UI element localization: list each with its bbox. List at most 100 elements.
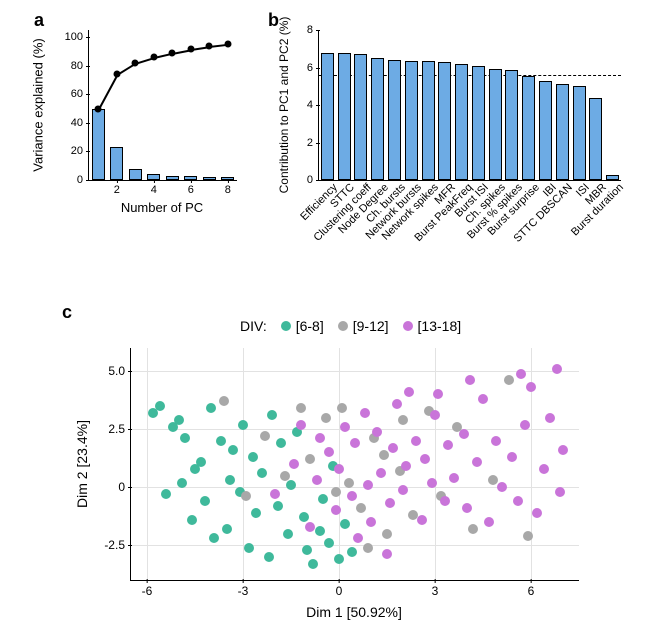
panel-c-xtick: 0 bbox=[336, 580, 343, 598]
panel-a-cumpoint bbox=[132, 59, 139, 66]
panel-c-point bbox=[398, 485, 408, 495]
panel-c-xtick: 6 bbox=[528, 580, 535, 598]
panel-c-point bbox=[270, 489, 280, 499]
panel-c-point bbox=[376, 468, 386, 478]
panel-c-point bbox=[430, 410, 440, 420]
panel-c-point bbox=[219, 396, 229, 406]
panel-c-point bbox=[206, 403, 216, 413]
panel-a-bar bbox=[147, 174, 160, 180]
panel-c-point bbox=[286, 480, 296, 490]
legend-label: [9-12] bbox=[353, 318, 389, 334]
panel-c-point bbox=[491, 436, 501, 446]
panel-c-point bbox=[174, 415, 184, 425]
panel-b-ytick: 2 bbox=[307, 137, 319, 149]
panel-b-bar bbox=[438, 62, 451, 180]
panel-c-point bbox=[331, 487, 341, 497]
panel-b-plot: 02468EfficiencySTTCClustering coeffNode … bbox=[318, 30, 621, 181]
panel-c-point bbox=[468, 524, 478, 534]
panel-a-cumpoint bbox=[224, 41, 231, 48]
panel-c-point bbox=[331, 505, 341, 515]
panel-a-cumpoint bbox=[95, 105, 102, 112]
panel-c-point bbox=[545, 413, 555, 423]
panel-c-ygrid bbox=[131, 429, 579, 430]
panel-c-point bbox=[187, 515, 197, 525]
panel-c-point bbox=[324, 447, 334, 457]
panel-c-xtick: -3 bbox=[238, 580, 249, 598]
panel-c-point bbox=[305, 522, 315, 532]
panel-c-point bbox=[344, 478, 354, 488]
panel-c-point bbox=[312, 475, 322, 485]
panel-c-point bbox=[516, 369, 526, 379]
panel-b-bar bbox=[589, 98, 602, 181]
panel-c-ygrid bbox=[131, 371, 579, 372]
panel-c-point bbox=[382, 529, 392, 539]
panel-b-bar bbox=[388, 60, 401, 180]
panel-c-point bbox=[411, 436, 421, 446]
panel-a-bar bbox=[110, 147, 123, 180]
panel-c-point bbox=[260, 431, 270, 441]
panel-c-point bbox=[382, 549, 392, 559]
panel-c-point bbox=[280, 471, 290, 481]
panel-c-point bbox=[523, 531, 533, 541]
panel-c-point bbox=[296, 420, 306, 430]
panel-c-legend-title: DIV: bbox=[240, 318, 267, 334]
legend-swatch-icon bbox=[281, 321, 291, 331]
panel-a-xtick: 8 bbox=[225, 180, 231, 196]
panel-c-point bbox=[360, 408, 370, 418]
panel-a-ytick: 0 bbox=[77, 174, 89, 186]
panel-b-bar bbox=[539, 81, 552, 180]
panel-b-bar bbox=[338, 53, 351, 181]
panel-c-ygrid bbox=[131, 545, 579, 546]
panel-b-bar bbox=[606, 175, 619, 180]
panel-a-bar bbox=[166, 176, 179, 180]
panel-a-label: a bbox=[34, 10, 44, 31]
panel-c-point bbox=[276, 438, 286, 448]
panel-c-point bbox=[337, 403, 347, 413]
panel-c-point bbox=[216, 436, 226, 446]
panel-c-point bbox=[308, 559, 318, 569]
panel-c-point bbox=[356, 503, 366, 513]
panel-c-legend-item: [9-12] bbox=[338, 318, 389, 334]
panel-c-ytick: 2.5 bbox=[108, 422, 131, 436]
panel-c-point bbox=[363, 543, 373, 553]
panel-c-point bbox=[433, 389, 443, 399]
legend-swatch-icon bbox=[403, 321, 413, 331]
panel-c-point bbox=[155, 401, 165, 411]
figure-root: a 0204060801002468 Variance explained (%… bbox=[0, 0, 648, 629]
panel-a-xtick: 2 bbox=[114, 180, 120, 196]
panel-c-point bbox=[388, 443, 398, 453]
panel-a-ytick: 60 bbox=[71, 88, 89, 100]
panel-c-point bbox=[222, 524, 232, 534]
panel-c-point bbox=[417, 515, 427, 525]
panel-a-ytick: 80 bbox=[71, 60, 89, 72]
panel-a-xtick: 4 bbox=[151, 180, 157, 196]
panel-c-point bbox=[379, 450, 389, 460]
panel-c-point bbox=[520, 420, 530, 430]
panel-a-cumpoint bbox=[206, 43, 213, 50]
panel-b-bar bbox=[405, 61, 418, 180]
panel-c-point bbox=[283, 529, 293, 539]
panel-c-point bbox=[296, 403, 306, 413]
panel-a-bar bbox=[184, 176, 197, 180]
panel-c-label: c bbox=[62, 302, 72, 323]
panel-c-point bbox=[459, 429, 469, 439]
panel-c-point bbox=[558, 445, 568, 455]
panel-c-point bbox=[504, 375, 514, 385]
panel-c-point bbox=[257, 468, 267, 478]
panel-c-xtick: 3 bbox=[432, 580, 439, 598]
panel-b-bar bbox=[573, 86, 586, 180]
panel-b-ytick: 4 bbox=[307, 99, 319, 111]
panel-c-point bbox=[478, 394, 488, 404]
panel-c-point bbox=[392, 399, 402, 409]
panel-c-point bbox=[251, 508, 261, 518]
panel-c-point bbox=[363, 480, 373, 490]
panel-c-point bbox=[372, 427, 382, 437]
panel-c-ygrid bbox=[131, 487, 579, 488]
panel-c-point bbox=[241, 491, 251, 501]
panel-c-ylabel: Dim 2 [23.4%] bbox=[74, 420, 90, 508]
panel-c-point bbox=[350, 438, 360, 448]
panel-a-ytick: 40 bbox=[71, 117, 89, 129]
panel-c-legend-item: [13-18] bbox=[403, 318, 462, 334]
panel-c-point bbox=[177, 478, 187, 488]
panel-a-xtick: 6 bbox=[188, 180, 194, 196]
